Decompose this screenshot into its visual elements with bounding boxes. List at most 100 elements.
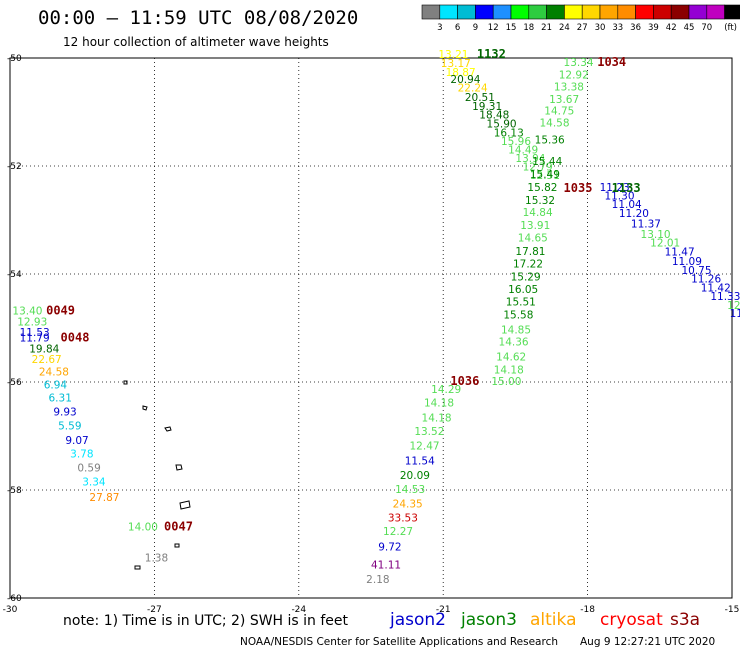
wave-height-label: 11.30 — [604, 190, 634, 202]
wave-height-label: 15.32 — [525, 195, 555, 207]
wave-height-label: 15.00 — [491, 376, 521, 388]
wave-height-label: 14.62 — [496, 351, 526, 363]
wave-height-label: 18.87 — [446, 67, 476, 79]
pass-time-label: 0048 — [61, 331, 90, 345]
wave-height-label: 15.96 — [501, 136, 531, 148]
wave-height-tracks: 13.2113.1718.8720.9422.2420.5119.3118.48… — [12, 49, 740, 586]
wave-height-label: 13.91 — [520, 220, 550, 232]
wave-height-label: 14.29 — [431, 384, 461, 396]
legend-s3a: s3a — [670, 610, 700, 630]
wave-height-label: 1.38 — [145, 552, 168, 564]
wave-height-label: 12.92 — [559, 70, 589, 82]
color-scale-bar: 3 6 9 12 15 18 21 24 27 30 33 36 39 42 45 70 (ft) — [421, 4, 740, 33]
wave-height-label: 2.18 — [366, 574, 389, 586]
wave-height-label: 15.36 — [535, 134, 565, 146]
wave-height-label: 12.79 — [523, 161, 553, 173]
wave-height-label: 13.34 — [564, 57, 594, 69]
wave-height-label: 15.49 — [530, 169, 560, 181]
colorbar-label: 42 — [666, 23, 677, 33]
lat-tick-label: -56 — [7, 378, 22, 388]
wave-height-label: 14.84 — [523, 207, 553, 219]
wave-height-label: 6.31 — [49, 392, 72, 404]
wave-height-label: 14.18 — [494, 364, 524, 376]
wave-height-label: 27.87 — [89, 492, 119, 504]
colorbar-label: 21 — [541, 23, 552, 33]
wave-height-label: 11.7 — [730, 308, 740, 320]
wave-height-label: 11.33 — [710, 291, 740, 303]
wave-height-label: 0.59 — [77, 463, 100, 475]
colorbar-swatch — [581, 4, 601, 20]
satellite-legend: jason2 jason3 altika cryosat s3a — [389, 610, 700, 630]
track-0047: 14.00 1.38 — [128, 522, 168, 565]
wave-height-label: 13.17 — [441, 58, 471, 70]
legend-altika: altika — [530, 610, 577, 630]
pass-time-label: 1133 — [612, 181, 641, 195]
lon-tick-label: -30 — [3, 605, 18, 615]
colorbar-swatch — [564, 4, 583, 20]
colorbar-swatch — [635, 4, 654, 20]
wave-height-label: 33.53 — [388, 512, 418, 524]
colorbar-swatch — [528, 4, 547, 20]
colorbar-label: 70 — [701, 23, 712, 33]
wave-height-label: 24.35 — [393, 498, 423, 510]
legend-jason3: jason3 — [460, 610, 517, 630]
colorbar-label: 30 — [595, 23, 606, 33]
colorbar-label: 12 — [488, 23, 499, 33]
lat-tick-label: -60 — [7, 594, 22, 604]
wave-height-label: 13.10 — [641, 229, 671, 241]
wave-height-label: 13.52 — [414, 426, 444, 438]
pass-time-label: 1036 — [450, 374, 479, 388]
wave-height-label: 9.93 — [53, 406, 76, 418]
wave-height-label: 11.47 — [665, 247, 695, 259]
graticule — [9, 57, 733, 599]
colorbar-swatch — [724, 4, 740, 20]
colorbar-swatch — [546, 4, 565, 20]
colorbar-swatch — [421, 4, 441, 20]
wave-height-label: 19.31 — [472, 101, 502, 113]
colorbar-swatch — [706, 4, 725, 20]
wave-height-label: 9.72 — [378, 541, 401, 553]
lon-tick-label: -18 — [580, 605, 595, 615]
wave-height-label: 14.85 — [501, 324, 531, 336]
wave-height-label: 15.44 — [532, 156, 562, 168]
map-frame — [9, 57, 733, 599]
axis-tick-labels: -30 -27 -24 -21 -18 -15 -50 -52 -54 -56 -58 -60 — [3, 54, 740, 615]
colorbar-label: 15 — [506, 23, 517, 33]
colorbar-swatch — [475, 4, 494, 20]
colorbar-swatch — [617, 4, 636, 20]
colorbar-label: 45 — [684, 23, 695, 33]
legend-cryosat: cryosat — [600, 610, 663, 630]
wave-height-label: 14.58 — [539, 118, 569, 130]
island-3 — [164, 426, 172, 432]
figure-title: 00:00 – 11:59 UTC 08/08/2020 — [38, 7, 358, 29]
colorbar-label: 39 — [648, 23, 659, 33]
colorbar-swatch — [457, 4, 476, 20]
island-5 — [179, 500, 191, 510]
wave-height-label: 12.47 — [410, 441, 440, 453]
wave-height-label: 15.29 — [511, 271, 541, 283]
wave-height-label: 12.93 — [17, 316, 47, 328]
wave-height-label: 14.00 — [128, 522, 158, 534]
wave-height-label: 11.37 — [631, 219, 661, 231]
wave-height-label: 41.11 — [371, 559, 401, 571]
wave-height-label: 12.51 — [530, 170, 560, 182]
colorbar-swatch — [653, 4, 672, 20]
colorbar-swatch — [439, 4, 458, 20]
pass-time-label: 1034 — [597, 55, 626, 69]
wave-height-label: 6.94 — [44, 379, 68, 391]
pass-time-label: 1035 — [564, 181, 593, 195]
wave-height-label: 20.09 — [400, 470, 430, 482]
wave-height-label: 22.67 — [32, 354, 62, 366]
figure-subtitle: 12 hour collection of altimeter wave hei… — [63, 35, 329, 49]
wave-height-label: 15.51 — [506, 296, 536, 308]
wave-height-label: 22.24 — [458, 82, 488, 94]
wave-height-label: 11.09 — [672, 256, 702, 268]
wave-height-label: 14.36 — [499, 336, 529, 348]
wave-height-label: 14.18 — [422, 412, 452, 424]
colorbar-swatch — [599, 4, 619, 20]
wave-height-label: 17.81 — [515, 246, 545, 258]
wave-height-label: 15.82 — [527, 182, 557, 194]
